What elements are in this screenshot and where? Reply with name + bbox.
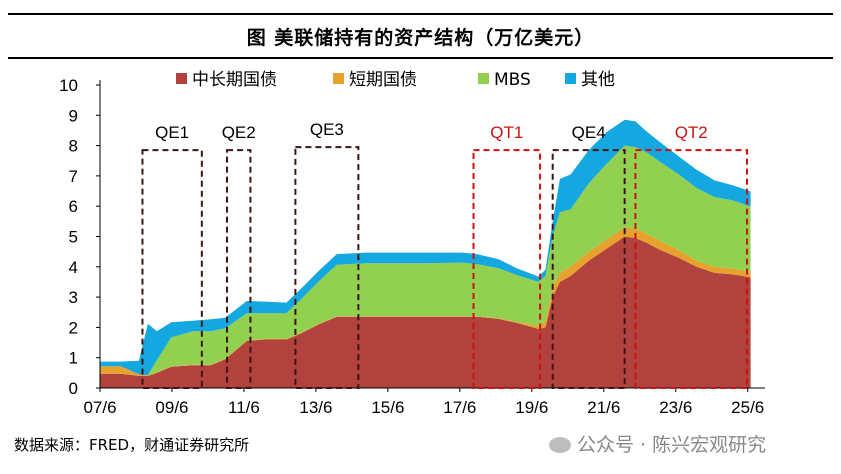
watermark-text: 公众号 · 陈兴宏观研究 [577,434,767,456]
annotation-label-qe4: QE4 [572,123,606,142]
annotation-box-qe4 [551,149,626,389]
legend-label: 短期国债 [349,70,417,90]
annotation-label-qe3: QE3 [310,120,344,139]
legend-swatch [333,73,344,84]
y-tick-label: 8 [69,137,78,156]
area-series-4 [100,119,751,376]
y-tick-label: 4 [69,258,78,277]
legend-swatch [565,73,576,84]
area-series-3 [100,145,751,376]
area-series-1 [100,236,751,388]
x-tick-label: 13/6 [299,398,332,417]
x-tick-label: 09/6 [155,398,188,417]
x-tick-label: 25/6 [731,398,764,417]
source-note: 数据来源：FRED，财通证券研究所 [14,436,250,454]
y-tick-label: 10 [59,76,78,95]
annotation-label-qe2: QE2 [222,123,256,142]
annotation-box-qe2 [226,149,252,389]
watermark: 公众号 · 陈兴宏观研究 [549,430,766,457]
y-tick-label: 0 [69,379,78,398]
x-tick-label: 19/6 [515,398,548,417]
legend-label: 其他 [581,70,615,90]
y-tick-label: 3 [69,288,78,307]
x-tick-label: 21/6 [587,398,620,417]
x-tick-label: 23/6 [659,398,692,417]
legend-swatch [176,73,187,84]
annotation-label-qt2: QT2 [675,123,708,142]
annotation-label-qe1: QE1 [155,123,189,142]
annotation-box-qt2 [634,149,749,389]
title-top-rule [8,13,833,15]
y-tick-label: 7 [69,167,78,186]
legend-label: 中长期国债 [192,70,277,90]
annotation-label-qt1: QT1 [490,123,523,142]
title-bottom-rule [8,57,833,59]
y-tick-label: 5 [69,228,78,247]
wechat-icon [549,437,571,453]
chart-title: 图 美联储持有的资产结构（万亿美元） [246,27,595,49]
annotation-box-qt1 [472,149,542,389]
x-tick-label: 11/6 [228,398,260,417]
annotation-box-qe1 [141,149,203,389]
annotation-box-qe3 [294,146,360,389]
legend-swatch [478,73,489,84]
y-tick-label: 6 [69,197,78,216]
legend-label: MBS [494,70,531,90]
x-tick-label: 15/6 [371,398,404,417]
x-tick-label: 07/6 [83,398,116,417]
y-tick-label: 9 [69,106,78,125]
x-tick-label: 17/6 [443,398,476,417]
y-tick-label: 1 [69,349,78,368]
y-tick-label: 2 [69,318,78,337]
